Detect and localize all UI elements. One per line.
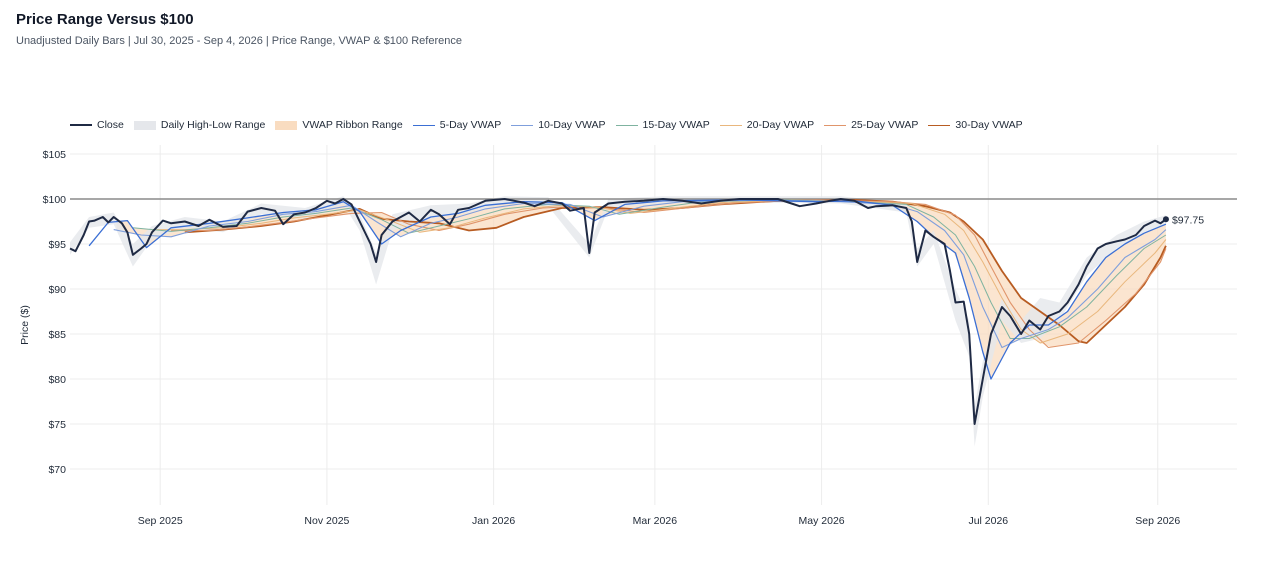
vwap-15-line [132, 199, 1167, 339]
x-tick-label: Sep 2026 [1135, 515, 1180, 527]
x-tick-label: Nov 2025 [304, 515, 349, 527]
x-tick-label: Jul 2026 [968, 515, 1008, 527]
legend-item-close[interactable]: Close [70, 119, 124, 131]
x-tick-label: Sep 2025 [138, 515, 183, 527]
x-tick-label: Mar 2026 [633, 515, 678, 527]
legend-item-vwap30[interactable]: 30-Day VWAP [928, 119, 1023, 131]
vwap-5-line [88, 199, 1167, 380]
chart-subtitle: Unadjusted Daily Bars | Jul 30, 2025 - S… [16, 35, 462, 47]
legend-label-ribbon: VWAP Ribbon Range [302, 119, 403, 131]
y-tick-label: $90 [48, 284, 66, 296]
legend-item-vwap20[interactable]: 20-Day VWAP [719, 119, 815, 131]
vwap-25-line [171, 199, 1167, 349]
legend-swatch-vwap30 [928, 124, 951, 126]
close-price-line [69, 198, 1167, 425]
y-axis-title: Price ($) [19, 305, 31, 345]
legend-label-vwap20: 20-Day VWAP [746, 119, 815, 131]
legend-swatch-vwap5 [412, 124, 435, 126]
legend-label-vwap10: 10-Day VWAP [538, 119, 606, 131]
chart-title: Price Range Versus $100 [16, 11, 194, 28]
y-tick-label: $105 [43, 149, 67, 161]
legend-label-vwap5: 5-Day VWAP [439, 119, 502, 131]
legend-label-range: Daily High-Low Range [160, 119, 266, 131]
legend-swatch-vwap10 [511, 124, 534, 126]
y-axis: $70 $75 $80 $85 $90 $95 $100 $105 [43, 149, 67, 476]
legend-swatch-vwap20 [719, 124, 742, 126]
legend-item-vwap15[interactable]: 15-Day VWAP [615, 119, 710, 131]
y-tick-label: $70 [48, 464, 66, 476]
legend-swatch-range [133, 120, 156, 130]
vwap-lines [88, 199, 1167, 380]
vwap-20-line [152, 199, 1167, 344]
y-tick-label: $95 [48, 239, 66, 251]
y-tick-label: $100 [43, 194, 67, 206]
y-tick-label: $75 [48, 419, 66, 431]
legend-swatch-ribbon [275, 120, 298, 130]
legend-label-close: Close [97, 119, 124, 131]
x-tick-label: May 2026 [799, 515, 845, 527]
x-axis: Sep 2025 Nov 2025 Jan 2026 Mar 2026 May 2026… [138, 515, 1181, 527]
legend-item-vwap25[interactable]: 25-Day VWAP [824, 119, 918, 131]
legend-label-vwap25: 25-Day VWAP [851, 119, 919, 131]
legend-swatch-vwap25 [824, 124, 847, 126]
legend-label-vwap30: 30-Day VWAP [955, 119, 1023, 131]
y-tick-label: $85 [48, 329, 66, 341]
legend-item-range[interactable]: Daily High-Low Range [133, 119, 266, 131]
x-tick-label: Jan 2026 [472, 515, 515, 527]
chart-legend: Close Daily High-Low Range VWAP Ribbon Ran… [70, 119, 1033, 131]
y-tick-label: $80 [48, 374, 66, 386]
legend-swatch-close [70, 124, 92, 126]
legend-item-vwap10[interactable]: 10-Day VWAP [511, 119, 606, 131]
legend-item-vwap5[interactable]: 5-Day VWAP [412, 119, 502, 131]
last-close-label: $97.75 [1172, 214, 1204, 226]
legend-swatch-vwap15 [615, 124, 638, 126]
close-line [69, 198, 1167, 425]
last-close-dot [1162, 216, 1169, 223]
legend-label-vwap15: 15-Day VWAP [642, 119, 710, 131]
legend-item-ribbon[interactable]: VWAP Ribbon Range [275, 119, 403, 131]
last-close-marker: $97.75 [1162, 214, 1204, 226]
